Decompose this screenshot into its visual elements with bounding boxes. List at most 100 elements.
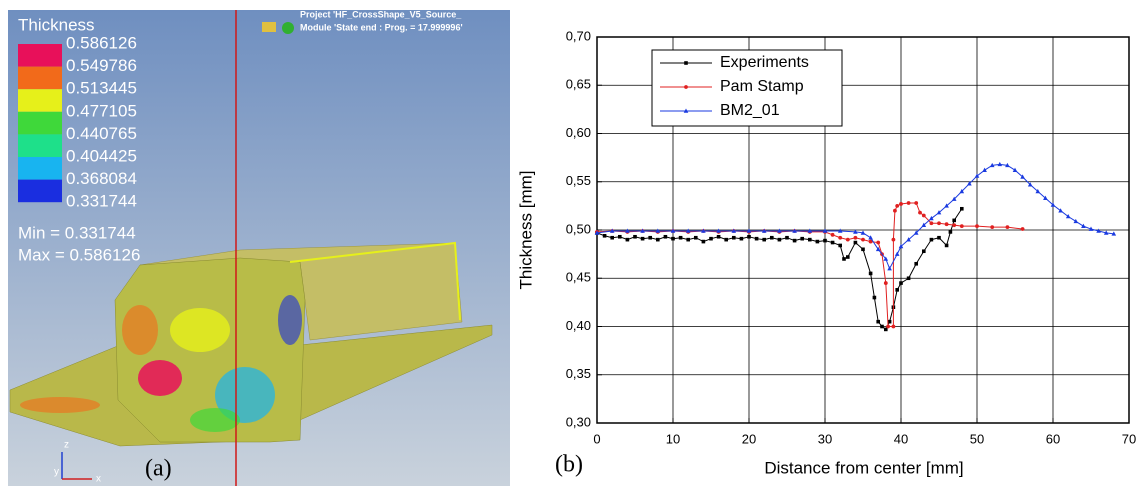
data-point (899, 202, 903, 206)
x-tick-label: 10 (666, 431, 680, 446)
patch (170, 308, 230, 352)
data-point (618, 235, 622, 239)
legend-label: 0.331744 (66, 192, 137, 211)
data-point (800, 237, 804, 241)
legend-label: 0.440765 (66, 124, 137, 143)
data-point (899, 281, 903, 285)
data-point (1006, 225, 1010, 229)
data-point (982, 168, 987, 172)
patch (278, 295, 302, 345)
legend-label: 0.477105 (66, 101, 137, 120)
chart: (b) Distance from center [mm] Thickness … (515, 0, 1141, 489)
data-point (861, 238, 865, 242)
figure: Thickness 0.5861260.5497860.5134450.4771… (0, 0, 1141, 489)
data-point (893, 209, 897, 213)
data-point (755, 237, 759, 241)
caption: (b) (555, 452, 583, 478)
data-point (626, 238, 630, 242)
data-point (914, 262, 918, 266)
data-point (1074, 219, 1079, 223)
legend-swatch (18, 89, 62, 112)
legend-label: 0.368084 (66, 169, 137, 188)
module-text: Module 'State end : Prog. = 17.999996' (300, 22, 463, 32)
data-point (846, 238, 850, 242)
data-point (930, 221, 934, 225)
data-point (831, 241, 835, 245)
data-point (998, 162, 1003, 166)
axis-x-label: x (96, 474, 101, 485)
x-tick-label: 60 (1046, 431, 1060, 446)
data-point (679, 236, 683, 240)
y-axis-label: Thickness [mm] (516, 170, 535, 289)
data-point (880, 325, 884, 329)
data-point (895, 204, 899, 208)
data-point (886, 325, 890, 329)
data-point (785, 236, 789, 240)
data-point (918, 211, 922, 215)
data-point (610, 236, 614, 240)
data-point (808, 238, 812, 242)
legend-label: BM2_01 (720, 102, 780, 119)
data-point (990, 225, 994, 229)
data-point (656, 238, 660, 242)
data-point (952, 223, 956, 227)
data-point (694, 236, 698, 240)
data-point (717, 235, 721, 239)
data-point (664, 235, 668, 239)
legend-marker (684, 61, 688, 65)
legend: Experiments Pam Stamp BM2_01 (652, 50, 842, 126)
axis-y-label: y (54, 467, 59, 478)
patch (122, 305, 158, 355)
data-point (770, 236, 774, 240)
data-point (930, 238, 934, 242)
data-point (793, 239, 797, 243)
data-point (838, 244, 842, 248)
series-line (597, 164, 1114, 268)
legend-swatch (18, 112, 62, 135)
data-point (633, 235, 637, 239)
y-tick-label: 0,65 (566, 77, 591, 92)
arrow-icon (282, 22, 294, 34)
x-tick-label: 0 (593, 431, 600, 446)
legend-swatch (18, 180, 62, 203)
y-tick-label: 0,55 (566, 173, 591, 188)
data-point (907, 201, 911, 205)
data-point (702, 240, 706, 244)
patch (190, 408, 240, 432)
legend-label: 0.586126 (66, 33, 137, 52)
data-point (949, 230, 953, 234)
legend-label: 0.404425 (66, 146, 137, 165)
legend-label: Pam Stamp (720, 78, 804, 95)
data-point (884, 281, 888, 285)
legend-label: Experiments (720, 54, 809, 71)
y-tick-label: 0,40 (566, 318, 591, 333)
y-tick-label: 0,50 (566, 221, 591, 236)
data-point (861, 248, 865, 252)
data-point (686, 238, 690, 242)
data-point (876, 241, 880, 245)
data-point (937, 221, 941, 225)
data-point (747, 235, 751, 239)
data-point (960, 207, 964, 211)
data-point (603, 234, 607, 238)
legend-swatch (18, 67, 62, 90)
x-tick-label: 30 (818, 431, 832, 446)
max-text: Max = 0.586126 (18, 245, 140, 264)
data-point (914, 201, 918, 205)
legend-swatch (18, 44, 62, 67)
y-tick-label: 0,45 (566, 270, 591, 285)
data-point (895, 288, 899, 292)
data-point (922, 249, 926, 253)
legend-swatch (18, 134, 62, 157)
data-point (884, 328, 888, 332)
data-point (895, 252, 900, 256)
data-point (876, 320, 880, 324)
data-point (1081, 224, 1086, 228)
folder-icon (262, 22, 276, 32)
data-point (892, 325, 896, 329)
legend-title: Thickness (18, 15, 95, 34)
series-line (597, 209, 962, 330)
simulation-panel: Thickness 0.5861260.5497860.5134450.4771… (0, 0, 515, 489)
caption: (a) (145, 456, 172, 482)
legend-marker (684, 85, 688, 89)
